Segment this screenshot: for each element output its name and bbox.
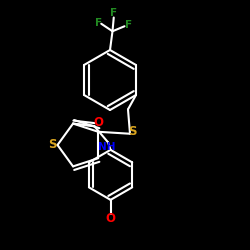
Text: F: F	[110, 8, 117, 18]
Text: O: O	[94, 116, 104, 129]
Text: O: O	[106, 212, 116, 225]
Text: F: F	[95, 18, 102, 28]
Text: NH: NH	[98, 142, 116, 152]
Text: F: F	[125, 20, 132, 30]
Text: S: S	[48, 138, 56, 151]
Text: S: S	[128, 125, 137, 138]
